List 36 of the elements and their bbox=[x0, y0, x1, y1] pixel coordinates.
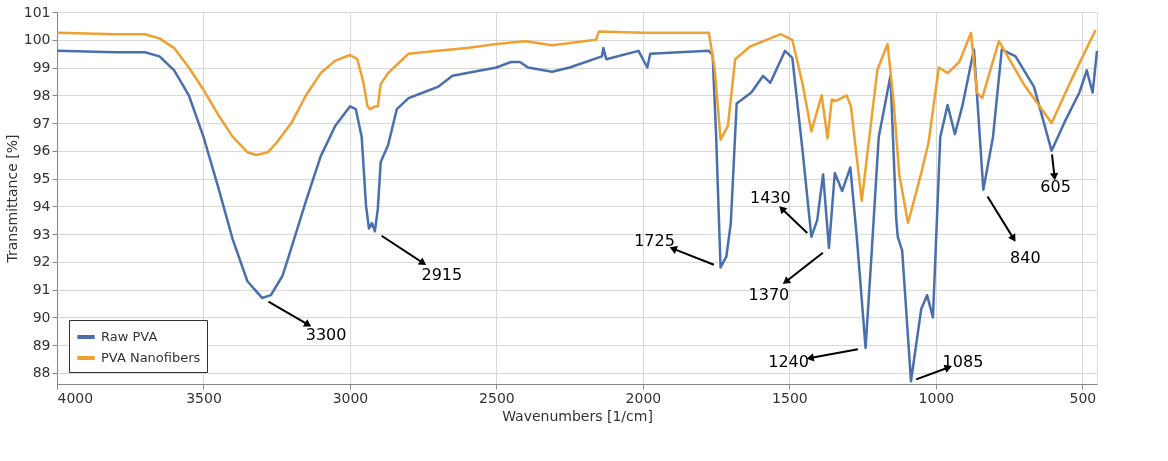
y-tick-label: 100 bbox=[23, 31, 51, 48]
x-tick-label: 2000 bbox=[625, 389, 662, 406]
annotation: 1085 bbox=[942, 352, 984, 372]
line-series bbox=[55, 28, 1097, 225]
annotation: 2915 bbox=[421, 265, 463, 285]
y-tick-label: 97 bbox=[32, 114, 51, 131]
x-axis-title: Wavenumbers [1/cm] bbox=[502, 407, 653, 424]
annotation: 3300 bbox=[305, 324, 347, 344]
x-tick-label: 3000 bbox=[332, 389, 369, 406]
legend-label: Raw PVA bbox=[101, 329, 158, 344]
x-tick-label: 3500 bbox=[186, 389, 222, 406]
x-tick-label: 4000 bbox=[57, 389, 94, 406]
y-tick-label: 99 bbox=[32, 59, 51, 76]
legend-label: PVA Nanofibers bbox=[101, 350, 201, 365]
y-tick-label: 101 bbox=[23, 3, 51, 20]
y-tick-label: 88 bbox=[32, 364, 51, 381]
y-tick-label: 93 bbox=[32, 225, 51, 242]
annotation: 840 bbox=[1010, 247, 1041, 267]
y-tick-label: 98 bbox=[32, 86, 51, 103]
x-tick-label: 500 bbox=[1069, 389, 1097, 406]
y-tick-label: 91 bbox=[32, 281, 51, 298]
annotation: 1430 bbox=[750, 187, 791, 207]
y-tick-label: 95 bbox=[32, 170, 51, 187]
x-tick-label: 2500 bbox=[479, 389, 515, 406]
y-tick-label: 96 bbox=[32, 142, 51, 159]
annotation: 1370 bbox=[748, 284, 790, 304]
y-axis-title: Transmittance [%] bbox=[3, 134, 20, 264]
y-tick-label: 92 bbox=[32, 253, 51, 270]
y-tick-label: 90 bbox=[32, 308, 51, 325]
x-tick-label: 1000 bbox=[918, 389, 955, 406]
y-tick-label: 89 bbox=[32, 336, 51, 353]
annotation: 1240 bbox=[768, 351, 809, 371]
x-tick-label: 1500 bbox=[772, 389, 808, 406]
y-tick-label: 94 bbox=[32, 197, 51, 214]
annotation: 605 bbox=[1040, 176, 1071, 196]
annotation: 1725 bbox=[634, 231, 675, 251]
